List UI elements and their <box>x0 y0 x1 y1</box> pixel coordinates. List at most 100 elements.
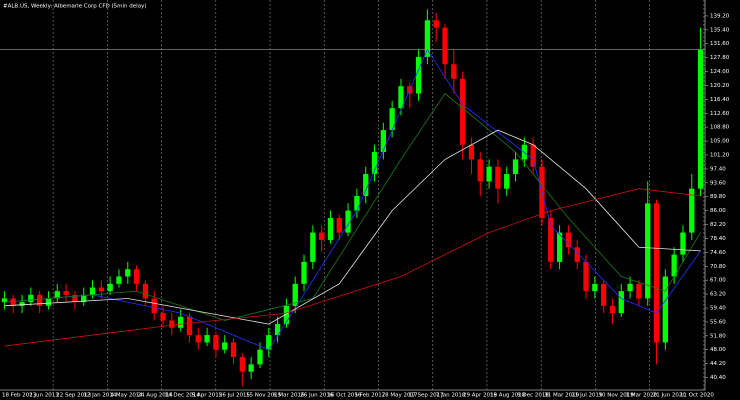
y-tick-label: 67.00 <box>710 278 726 284</box>
candle-body <box>178 316 184 328</box>
candle-body <box>574 247 580 262</box>
candle-body <box>645 203 651 299</box>
candle-body <box>389 108 395 131</box>
candle-body <box>398 86 404 109</box>
x-tick-label: 10 Nov 2019 <box>599 393 635 399</box>
candle-body <box>618 291 624 314</box>
x-tick-label: 26 Jun 2016 <box>300 393 334 399</box>
candle-body <box>98 287 104 292</box>
y-tick-label: 116.40 <box>710 97 730 103</box>
candle-body <box>512 159 519 175</box>
candle-body <box>327 217 334 240</box>
chart-title: #ALB.US, Weekly: Albemarle Corp CFD (5mi… <box>3 4 146 10</box>
y-tick-label: 82.20 <box>710 222 726 228</box>
y-tick-label: 135.40 <box>710 27 730 33</box>
candle-body <box>424 20 431 57</box>
candle-body <box>345 210 351 233</box>
x-tick-label: 5 Feb 2017 <box>355 393 386 399</box>
x-tick-label: 14 Dec 2014 <box>165 393 201 399</box>
x-tick-label: 24 Aug 2014 <box>138 393 174 399</box>
candle-body <box>160 313 166 321</box>
candle-body <box>116 276 122 284</box>
y-tick-label: 93.60 <box>710 180 726 186</box>
candle-body <box>556 232 563 262</box>
candle-body <box>89 287 96 295</box>
y-tick-label: 139.20 <box>710 13 730 19</box>
candle-body <box>239 357 245 372</box>
y-tick-label: 40.40 <box>710 375 726 381</box>
x-tick-label: 19 Aug 2018 <box>490 393 526 399</box>
candle-body <box>10 298 16 306</box>
candle-body <box>697 49 704 189</box>
y-tick-label: 59.40 <box>710 306 726 312</box>
candle-body <box>151 298 157 314</box>
candle-body <box>477 159 483 182</box>
candle-body <box>609 305 616 314</box>
x-tick-label: 26 Jul 2015 <box>219 393 251 399</box>
candle-body <box>125 269 131 277</box>
y-tick-label: 97.40 <box>710 166 726 172</box>
candle-body <box>336 217 342 233</box>
candle-body <box>266 335 272 350</box>
x-tick-label: 16 Oct 2016 <box>327 393 362 399</box>
candle-body <box>530 144 536 167</box>
y-tick-label: 112.60 <box>710 111 730 117</box>
candle-body <box>133 269 140 284</box>
candle-body <box>230 342 237 358</box>
y-tick-label: 48.00 <box>710 347 726 353</box>
candle-body <box>45 298 52 306</box>
y-tick-label: 101.20 <box>710 153 730 159</box>
moving-average <box>4 48 701 351</box>
candle-body <box>433 20 439 28</box>
y-tick-label: 51.80 <box>710 333 726 339</box>
candle-body <box>213 335 219 350</box>
y-tick-label: 70.80 <box>710 264 726 270</box>
candle-body <box>72 294 78 303</box>
y-tick-label: 105.00 <box>710 139 730 145</box>
candle-body <box>671 254 677 277</box>
candle-body <box>186 316 193 336</box>
candle-body <box>169 320 175 328</box>
candle-body <box>662 276 668 343</box>
x-tick-label: 11 Oct 2020 <box>680 393 715 399</box>
candle-body <box>354 196 360 211</box>
x-tick-label: 4 May 2014 <box>110 393 143 399</box>
candle-body <box>204 335 210 343</box>
x-tick-label: 5 Apr 2015 <box>192 393 223 399</box>
candle-body <box>37 294 43 306</box>
y-tick-label: 44.20 <box>710 361 726 367</box>
candle-body <box>415 56 422 94</box>
candle-body <box>486 166 492 182</box>
candle-body <box>292 283 298 306</box>
y-tick-label: 124.00 <box>710 69 730 75</box>
x-tick-label: 31 Mar 2019 <box>544 393 579 399</box>
candle-body <box>274 324 281 336</box>
candle-body <box>689 188 695 233</box>
candle-body <box>627 283 633 292</box>
candle-body <box>363 174 369 196</box>
y-tick-label: 78.40 <box>710 236 726 242</box>
x-tick-label: 21 Jun 2020 <box>653 393 687 399</box>
candle-body <box>54 291 60 299</box>
candle-body <box>107 283 113 292</box>
candle-body <box>565 232 572 248</box>
x-tick-label: 12 Jan 2014 <box>83 393 116 399</box>
candle-body <box>142 283 149 299</box>
x-tick-label: 9 Dec 2018 <box>517 393 549 399</box>
x-tick-label: 28 May 2017 <box>382 393 418 399</box>
candle-body <box>301 261 307 284</box>
y-tick-label: 63.20 <box>710 292 726 298</box>
candle-body <box>28 294 34 303</box>
x-tick-label: 21 Jul 2019 <box>571 393 603 399</box>
candle-body <box>371 152 378 175</box>
candle-body <box>653 203 660 343</box>
candle-body <box>81 294 87 303</box>
candle-body <box>468 144 475 160</box>
x-tick-label: 2 Jun 2013 <box>29 393 59 399</box>
y-tick-label: 108.80 <box>710 125 730 131</box>
y-tick-label: 89.80 <box>710 194 726 200</box>
candle-body <box>63 291 69 295</box>
candle-body <box>636 283 642 299</box>
